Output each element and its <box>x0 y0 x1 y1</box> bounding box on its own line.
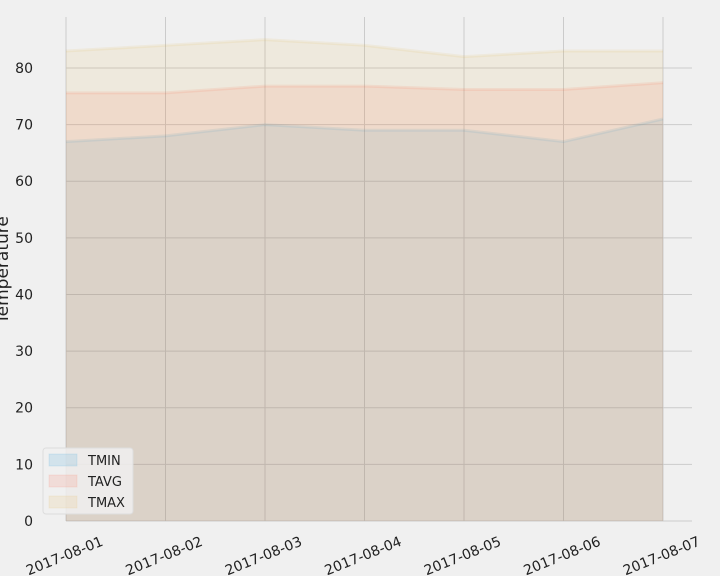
x-tick-label: 2017-08-07 <box>621 534 702 576</box>
y-tick-label: 50 <box>15 231 33 247</box>
area-tmax <box>66 39 663 522</box>
legend: TMIN TAVG TMAX <box>42 447 134 515</box>
x-tick-label: 2017-08-03 <box>223 534 304 576</box>
grid-layer <box>65 17 692 522</box>
area-tavg <box>66 82 663 522</box>
y-tick-label: 80 <box>15 61 33 77</box>
y-tick-label: 30 <box>15 344 33 360</box>
x-tick-label: 2017-08-01 <box>24 534 105 576</box>
legend-swatch-tmax <box>48 495 78 509</box>
x-tick-label: 2017-08-05 <box>422 534 503 576</box>
y-tick-labels: 0 10 20 30 40 50 60 70 80 <box>15 61 33 530</box>
legend-box <box>42 447 134 515</box>
legend-swatch-tmin <box>48 453 78 467</box>
y-tick-label: 70 <box>15 118 33 134</box>
legend-label-tmin: TMIN <box>87 454 121 469</box>
y-tick-label: 0 <box>24 514 33 530</box>
x-tick-label: 2017-08-02 <box>124 534 205 576</box>
area-tmin <box>66 118 663 521</box>
x-tick-label: 2017-08-04 <box>323 534 405 576</box>
x-tick-labels: 2017-08-01 2017-08-02 2017-08-03 2017-08-04… <box>24 534 702 576</box>
line-tmax <box>65 38 663 59</box>
legend-swatch-tavg <box>48 474 78 488</box>
y-tick-label: 10 <box>15 457 33 473</box>
line-tavg <box>66 81 664 95</box>
legend-label-tmax: TMAX <box>87 496 125 511</box>
y-tick-label: 20 <box>15 401 33 417</box>
area-layer <box>65 38 664 522</box>
line-tmin <box>65 117 664 144</box>
y-tick-label: 60 <box>15 174 33 190</box>
legend-label-tavg: TAVG <box>87 475 122 490</box>
y-axis-label: Temperature <box>0 216 13 325</box>
x-tick-label: 2017-08-06 <box>522 534 604 576</box>
y-tick-label: 40 <box>15 287 33 303</box>
